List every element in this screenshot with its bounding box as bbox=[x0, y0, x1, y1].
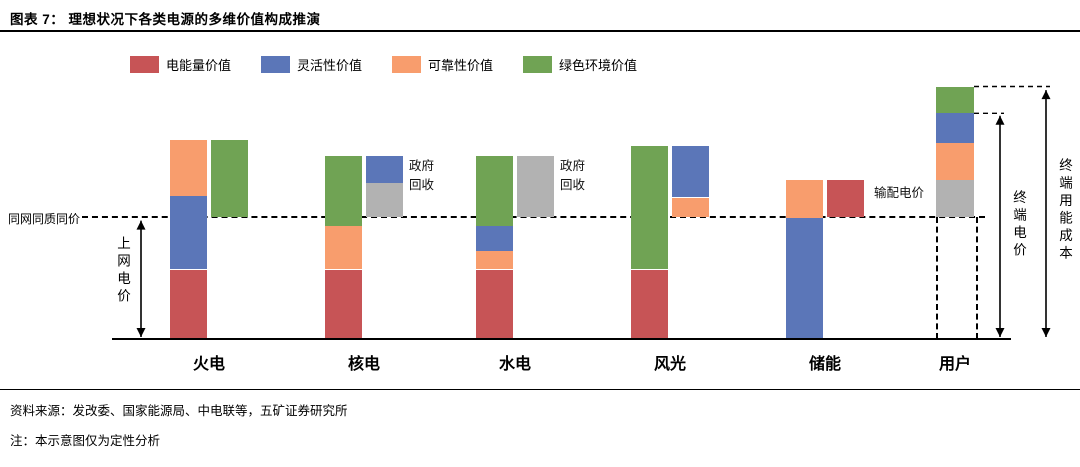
bar-segment-火电-可靠性价值 bbox=[170, 140, 207, 197]
legend-item: 可靠性价值 bbox=[392, 55, 493, 74]
x-axis-line bbox=[112, 338, 1011, 340]
user-grid-cost-dashed-box bbox=[936, 217, 978, 339]
bar-segment-水电-灵活性价值 bbox=[476, 225, 513, 252]
footer-divider bbox=[0, 389, 1080, 390]
legend-label: 可靠性价值 bbox=[428, 58, 494, 73]
chart-legend: 电能量价值 灵活性价值 可靠性价值 绿色环境价值 bbox=[130, 55, 637, 74]
category-label: 储能 bbox=[808, 356, 841, 373]
bar-segment-用户-灵活性价值 bbox=[936, 113, 974, 143]
legend-item: 绿色环境价值 bbox=[523, 55, 637, 74]
legend-swatch-icon bbox=[523, 56, 553, 73]
bar-segment-储能-电能量价值 bbox=[827, 180, 864, 217]
bar-segment-核电-政府回收 bbox=[366, 182, 403, 217]
arrow-label-terminal-energy-cost: 终端用能成本 bbox=[1057, 158, 1072, 263]
arrow-head-bottom-terminal-price bbox=[995, 328, 1005, 337]
bar-segment-储能-可靠性价值 bbox=[786, 180, 823, 219]
bar-segment-核电-灵活性价值 bbox=[366, 156, 403, 183]
category-label: 用户 bbox=[938, 356, 971, 373]
annotation-label: 政府回收 bbox=[560, 159, 586, 192]
bar-segment-水电-绿色环境价值 bbox=[476, 156, 513, 226]
arrow-head-top-terminal-price bbox=[995, 115, 1005, 125]
bar-segment-用户-绿色环境价值 bbox=[936, 86, 974, 114]
figure-title: 图表 7： 理想状况下各类电源的多维价值构成推演 bbox=[10, 12, 321, 27]
parity-dashed-line bbox=[82, 216, 985, 218]
bar-segment-核电-电能量价值 bbox=[325, 269, 362, 339]
category-label: 水电 bbox=[498, 356, 531, 373]
annotation-label: 输配电价 bbox=[874, 186, 925, 200]
legend-label: 灵活性价值 bbox=[297, 58, 363, 73]
note-text: 注：本示意图仅为定性分析 bbox=[10, 434, 161, 448]
bar-segment-火电-电能量价值 bbox=[170, 269, 207, 339]
bar-segment-风光-电能量价值 bbox=[631, 269, 668, 339]
source-text: 资料来源：发改委、国家能源局、中电联等，五矿证券研究所 bbox=[10, 404, 348, 418]
bar-segment-水电-可靠性价值 bbox=[476, 251, 513, 270]
title-divider bbox=[0, 30, 1080, 32]
arrow-head-bottom-terminal-energy-cost bbox=[1041, 328, 1051, 337]
legend-item: 电能量价值 bbox=[130, 55, 231, 74]
bar-segment-核电-绿色环境价值 bbox=[325, 156, 362, 226]
category-label: 风光 bbox=[653, 356, 686, 373]
arrow-head-bottom-ongrid-price bbox=[136, 328, 146, 337]
bar-segment-用户-可靠性价值 bbox=[936, 142, 974, 181]
legend-swatch-icon bbox=[261, 56, 291, 73]
bar-segment-火电-绿色环境价值 bbox=[211, 140, 248, 217]
legend-swatch-icon bbox=[392, 56, 422, 73]
category-label: 核电 bbox=[347, 356, 380, 373]
legend-label: 绿色环境价值 bbox=[559, 58, 638, 73]
bar-segment-用户-输配电价 bbox=[936, 180, 974, 217]
parity-line-label: 同网同质同价 bbox=[8, 212, 81, 226]
legend-label: 电能量价值 bbox=[166, 58, 232, 73]
bar-segment-储能-灵活性价值 bbox=[786, 218, 823, 339]
bar-segment-水电-电能量价值 bbox=[476, 269, 513, 339]
bar-segment-风光-可靠性价值 bbox=[672, 197, 709, 217]
legend-swatch-icon bbox=[130, 56, 159, 73]
legend-item: 灵活性价值 bbox=[261, 55, 362, 74]
arrow-head-top-ongrid-price bbox=[136, 220, 146, 230]
annotation-label: 政府回收 bbox=[409, 159, 435, 192]
arrow-label-ongrid-price: 上网电价 bbox=[115, 236, 130, 306]
category-label: 火电 bbox=[192, 356, 225, 373]
arrow-head-top-terminal-energy-cost bbox=[1041, 90, 1051, 100]
bar-segment-火电-灵活性价值 bbox=[170, 196, 207, 270]
bar-segment-核电-可靠性价值 bbox=[325, 225, 362, 270]
bar-segment-水电-政府回收 bbox=[517, 156, 554, 217]
arrow-label-terminal-price: 终端电价 bbox=[1011, 190, 1026, 260]
bar-segment-风光-绿色环境价值 bbox=[631, 146, 668, 270]
bar-segment-风光-灵活性价值 bbox=[672, 146, 709, 198]
